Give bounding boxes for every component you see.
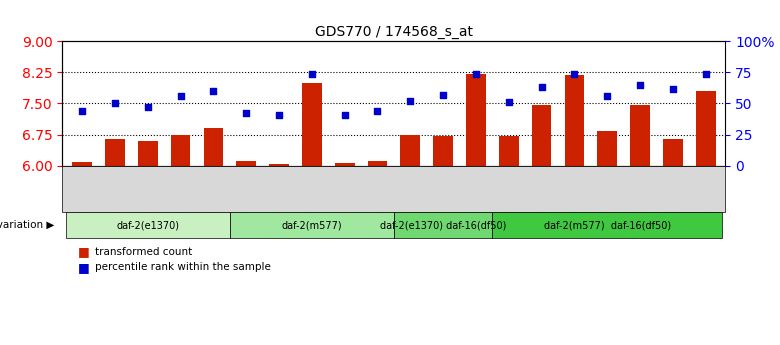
Text: daf-2(m577): daf-2(m577) [282, 220, 342, 230]
Bar [630, 105, 650, 166]
Bar [597, 131, 617, 166]
Bar [171, 135, 190, 166]
Bar [696, 91, 715, 166]
Point [634, 82, 647, 88]
Bar [335, 163, 355, 166]
Bar [433, 136, 453, 166]
Text: ■: ■ [78, 261, 90, 274]
Bar [269, 164, 289, 166]
Bar [663, 139, 682, 166]
Point [108, 101, 121, 106]
Bar [138, 141, 158, 166]
Point [568, 71, 580, 77]
Point [470, 71, 482, 77]
Point [240, 111, 253, 116]
Text: daf-2(m577)  daf-16(df50): daf-2(m577) daf-16(df50) [544, 220, 671, 230]
Point [273, 112, 285, 117]
Point [404, 98, 417, 104]
Point [371, 108, 384, 114]
Point [306, 71, 318, 77]
Bar [400, 135, 420, 166]
Bar [565, 75, 584, 166]
Text: genotype/variation ▶: genotype/variation ▶ [0, 220, 55, 230]
Text: daf-2(e1370): daf-2(e1370) [116, 220, 179, 230]
Text: percentile rank within the sample: percentile rank within the sample [95, 263, 271, 272]
Text: ■: ■ [78, 245, 90, 258]
Point [535, 85, 548, 90]
Bar [236, 161, 256, 166]
Point [601, 93, 614, 99]
Point [667, 86, 679, 91]
Point [437, 92, 449, 98]
Bar [73, 162, 92, 166]
Bar [302, 83, 321, 166]
Point [141, 105, 154, 110]
Bar [367, 161, 388, 166]
Title: GDS770 / 174568_s_at: GDS770 / 174568_s_at [315, 25, 473, 39]
Point [76, 108, 88, 114]
Bar [499, 136, 519, 166]
Bar [204, 128, 223, 166]
Bar [532, 105, 551, 166]
Point [207, 88, 220, 94]
Point [502, 99, 515, 105]
Text: transformed count: transformed count [95, 247, 193, 257]
Bar [466, 74, 486, 166]
Point [174, 93, 186, 99]
Bar [105, 139, 125, 166]
Text: daf-2(e1370) daf-16(df50): daf-2(e1370) daf-16(df50) [380, 220, 506, 230]
Point [339, 112, 351, 117]
Point [700, 71, 712, 77]
